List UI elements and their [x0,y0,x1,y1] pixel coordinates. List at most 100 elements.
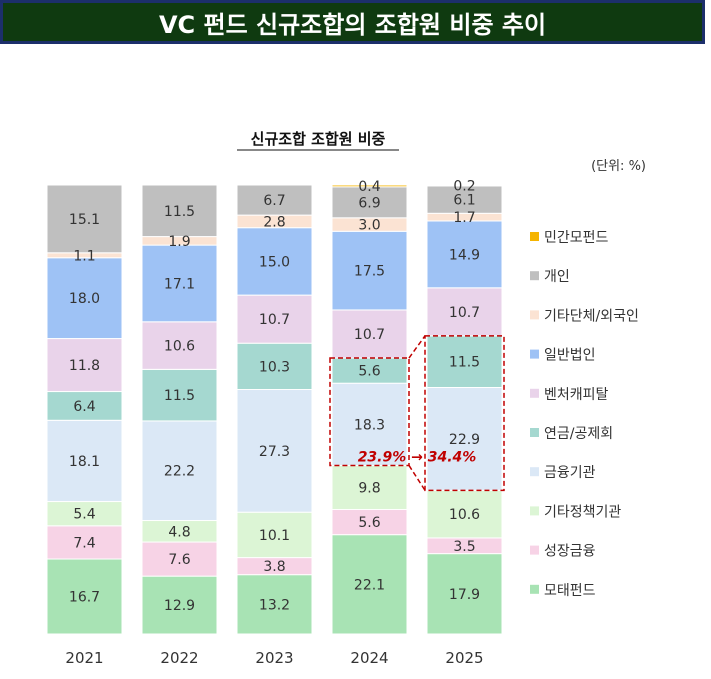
bar-segment [236,342,313,390]
legend-item-label: 모태펀드 [544,583,596,599]
data-label: 1.9 [168,234,190,250]
bar-segment [236,388,313,513]
legend: 민간모펀드개인기타단체/외국인일반법인벤처캐피탈연금/공제회금융기관기타정책기관… [530,230,639,599]
data-label: 1.1 [73,248,95,264]
data-label: 6.7 [263,193,285,209]
bar-segment [141,321,218,370]
legend-swatch [530,271,539,281]
data-label: 27.3 [259,444,290,460]
legend-swatch [530,584,539,594]
bar-segment [331,186,408,219]
data-label: 17.5 [354,264,385,280]
bar-segment [426,184,503,187]
data-label: 0.4 [358,179,380,195]
highlight-box [424,335,505,492]
data-label: 22.9 [449,432,480,448]
bar-segment [426,553,503,635]
x-tick-label: 2022 [160,649,198,667]
data-label: 10.7 [449,305,480,321]
data-label: 5.6 [358,515,380,531]
data-label: 14.9 [449,247,480,263]
data-label: 6.9 [358,195,380,211]
data-label: 11.5 [449,355,480,371]
legend-swatch [530,428,539,437]
bar-segment [236,227,313,296]
bar-segment [46,338,123,393]
bar-segment [46,184,123,254]
data-label: 1.7 [453,210,475,226]
data-label: 17.1 [164,276,195,292]
data-label: 11.8 [69,358,100,374]
x-tick-label: 2023 [255,649,293,667]
bar-segment [46,501,123,527]
data-label: 3.8 [263,559,285,575]
bar-segment [236,511,313,559]
bar-segment [426,220,503,289]
data-label: 18.0 [69,291,100,307]
data-label: 11.5 [164,388,195,404]
legend-item-label: 개인 [544,269,570,285]
data-label: 5.4 [73,507,95,523]
data-label: 15.1 [69,212,100,228]
legend-item-label: 기타정책기관 [544,504,621,520]
data-label: 0.2 [453,178,475,194]
data-label: 17.9 [449,587,480,603]
bar-segment [46,419,123,503]
legend-swatch [530,467,539,477]
data-label: 22.2 [164,464,195,480]
bar-segment [331,534,408,635]
data-label: 10.3 [259,359,290,375]
bar-segment [141,575,218,635]
data-label: 18.3 [354,417,385,433]
data-label: 4.8 [168,524,190,540]
legend-item-label: 금융기관 [544,465,596,481]
bar-segment [141,368,218,422]
highlight-connector [408,465,426,491]
unit-label: (단위: %) [591,159,646,174]
highlight-box [329,357,410,467]
data-label: 10.7 [259,312,290,328]
data-label: 10.6 [449,507,480,523]
highlight-connector [408,335,426,359]
legend-item-label: 성장금융 [544,544,596,560]
annotation-group: 23.9% → 34.4% [329,335,505,492]
bar-segment [46,257,123,340]
bar-segment [141,244,218,323]
data-label: 2.8 [263,214,285,230]
x-tick-label: 2024 [350,649,388,667]
bar-segment [46,558,123,635]
bar-segment [331,184,408,188]
legend-swatch [530,506,539,516]
legend-swatch [530,349,539,359]
bar-segment [331,309,408,359]
data-label: 9.8 [358,480,380,496]
bar-segment [426,489,503,539]
legend-swatch [530,310,539,320]
data-label: 10.7 [354,327,385,343]
legend-item-label: 벤처캐피탈 [544,387,609,403]
bar-segment [141,184,218,238]
bar-segment [331,509,408,536]
data-label: 15.0 [259,254,290,270]
data-label: 10.6 [164,339,195,355]
legend-item-label: 기타단체/외국인 [544,308,639,324]
bar-segment [426,287,503,337]
chart-subtitle: 신규조합 조합원 비중 [251,130,386,148]
bar-segment [331,357,408,384]
legend-item-label: 연금/공제회 [544,426,613,442]
data-label: 10.1 [259,528,290,544]
data-label: 13.2 [259,597,290,613]
data-label: 12.9 [164,598,195,614]
bar-segment [236,184,313,216]
bar-segment [331,464,408,511]
bars-group: 16.7 7.4 5.4 18.1 6.4 11.8 18.0 1.1 15.1 12.9 7.6 4… [46,178,503,635]
bar-segment [331,382,408,466]
annotation-text: 23.9% → 34.4% [358,449,477,465]
data-label: 3.5 [453,539,475,555]
data-label: 7.4 [73,535,95,551]
data-label: 5.6 [358,364,380,380]
data-label: 6.4 [73,399,95,415]
data-label: 3.0 [358,218,380,234]
legend-swatch [530,388,539,398]
